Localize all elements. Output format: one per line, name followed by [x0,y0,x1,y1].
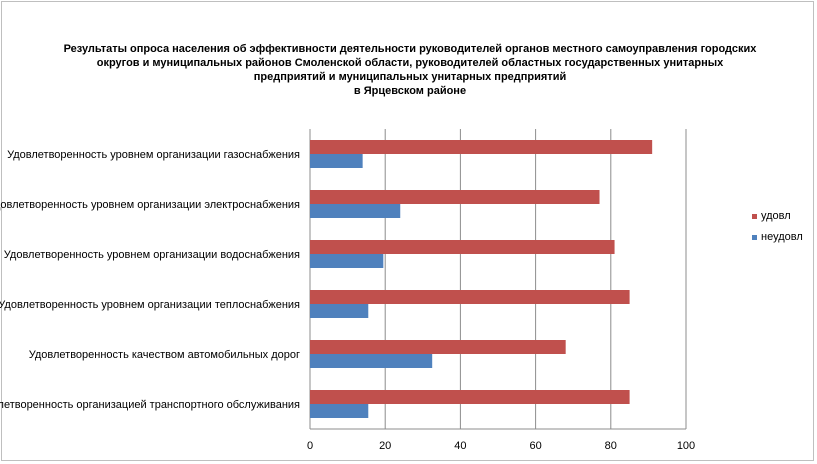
bar-udovl [310,340,566,354]
x-tick-label: 40 [454,440,466,452]
bar-neudovl [310,154,363,168]
legend-label: неудовл [761,231,803,243]
bar-udovl [310,290,630,304]
title-line-3: предприятий и муниципальных унитарных пр… [253,71,567,83]
bar-udovl [310,140,653,154]
x-tick-label: 0 [307,440,313,452]
bar-udovl [310,190,600,204]
category-label: Удовлетворенность организацией транспорт… [0,399,300,411]
bar-neudovl [310,254,384,268]
title-line-2: округов и муниципальных районов Смоленск… [96,57,724,69]
bar-neudovl [310,304,369,318]
legend-swatch [752,214,757,219]
bar-neudovl [310,354,433,368]
bar-udovl [310,240,615,254]
category-label: Удовлетворенность уровнем организации те… [0,299,300,311]
legend-swatch [752,235,757,240]
category-label: Удовлетворенность качеством автомобильны… [29,349,300,361]
x-tick-label: 60 [529,440,541,452]
category-label: Удовлетворенность уровнем организации во… [4,249,300,261]
title-line-1: Результаты опроса населения об эффективн… [63,43,757,55]
category-label: Удовлетворенность уровнем организации эл… [0,199,300,211]
x-tick-label: 100 [677,440,695,452]
x-tick-label: 80 [605,440,617,452]
chart-title: Результаты опроса населения об эффективн… [60,42,760,98]
category-label: Удовлетворенность уровнем организации га… [7,149,300,161]
x-tick-label: 20 [379,440,391,452]
bar-neudovl [310,404,369,418]
title-line-4: в Ярцевском районе [353,85,467,97]
bar-udovl [310,390,630,404]
bar-neudovl [310,204,401,218]
legend-label: удовл [761,210,791,222]
